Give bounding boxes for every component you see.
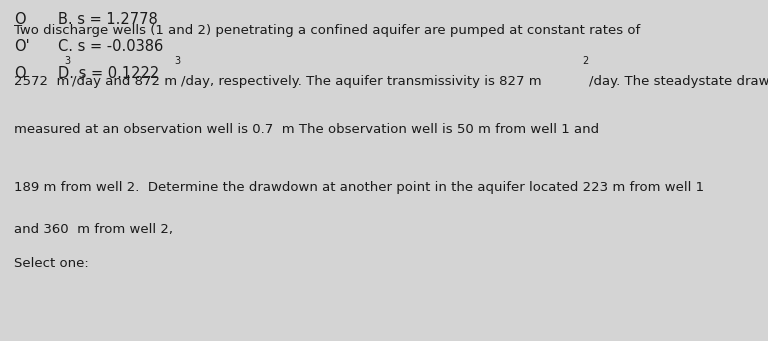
Text: measured at an observation well is 0.7  m The observation well is 50 m from well: measured at an observation well is 0.7 m… <box>14 123 599 136</box>
Text: O: O <box>14 12 25 27</box>
Text: 2: 2 <box>582 56 588 66</box>
Text: 2572  m: 2572 m <box>14 75 69 88</box>
Text: Two discharge wells (1 and 2) penetrating a confined aquifer are pumped at const: Two discharge wells (1 and 2) penetratin… <box>14 24 640 37</box>
Text: 189 m from well 2.  Determine the drawdown at another point in the aquifer locat: 189 m from well 2. Determine the drawdow… <box>14 181 704 194</box>
Text: and 360  m from well 2,: and 360 m from well 2, <box>14 223 173 236</box>
Text: C. s = -0.0386: C. s = -0.0386 <box>58 39 163 54</box>
Text: /day. The steadystate drawdown: /day. The steadystate drawdown <box>589 75 768 88</box>
Text: O': O' <box>14 39 29 54</box>
Text: Select one:: Select one: <box>14 257 88 270</box>
Text: /day and 872 m: /day and 872 m <box>72 75 177 88</box>
Text: 3: 3 <box>65 56 71 66</box>
Text: B. s = 1.2778: B. s = 1.2778 <box>58 12 157 27</box>
Text: /day, respectively. The aquifer transmissivity is 827 m: /day, respectively. The aquifer transmis… <box>181 75 542 88</box>
Text: 3: 3 <box>174 56 180 66</box>
Text: O: O <box>14 66 25 81</box>
Text: D. s = 0.1222: D. s = 0.1222 <box>58 66 159 81</box>
